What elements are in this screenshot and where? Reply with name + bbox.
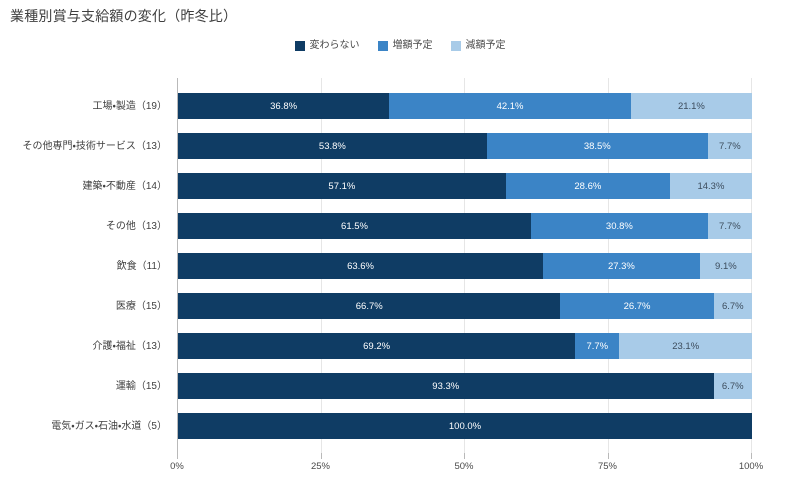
x-tick-label: 50% xyxy=(454,461,474,472)
x-tick-label: 25% xyxy=(310,461,331,472)
chart-legend: 変わらない 増額予定 減額予定 xyxy=(0,41,800,51)
category-label: 建築・不動産（14） xyxy=(82,180,167,192)
stacked-bar: 53.8% 38.5% 7.7% xyxy=(178,133,752,159)
x-tick-mark xyxy=(607,453,609,459)
category-label: 介護・福祉（13） xyxy=(92,340,167,352)
chart-title: 業種別賞与支給額の変化（昨冬比） xyxy=(10,8,238,24)
legend-item[interactable]: 減額予定 xyxy=(450,40,506,51)
bar-segment-up[interactable]: 38.5% xyxy=(486,133,708,159)
legend-item[interactable]: 変わらない xyxy=(294,40,360,51)
bar-row[interactable]: 建築・不動産（14） 57.1% 28.6% 14.3% xyxy=(0,166,800,206)
bar-segment-stay[interactable]: 93.3% xyxy=(178,373,714,399)
bar-segment-down[interactable]: 6.7% xyxy=(713,373,752,399)
stacked-bar: 61.5% 30.8% 7.7% xyxy=(178,213,752,239)
legend-label: 減額予定 xyxy=(465,40,506,51)
stacked-bar: 93.3% 6.7% xyxy=(178,373,752,399)
stacked-bar: 63.6% 27.3% 9.1% xyxy=(178,253,752,279)
bar-segment-down[interactable]: 7.7% xyxy=(707,213,752,239)
x-tick-label: 0% xyxy=(170,461,184,472)
bar-segment-stay[interactable]: 69.2% xyxy=(178,333,576,359)
stacked-bar: 57.1% 28.6% 14.3% xyxy=(178,173,752,199)
bar-row[interactable]: その他（13） 61.5% 30.8% 7.7% xyxy=(0,206,800,246)
bar-segment-up[interactable]: 42.1% xyxy=(389,93,631,119)
bar-segment-up[interactable]: 27.3% xyxy=(543,253,700,279)
legend-label: 変わらない xyxy=(309,40,360,51)
bar-segment-stay[interactable]: 100.0% xyxy=(178,413,752,439)
legend-item[interactable]: 増額予定 xyxy=(377,40,433,51)
bar-row[interactable]: 介護・福祉（13） 69.2% 7.7% 23.1% xyxy=(0,326,800,366)
legend-swatch-icon xyxy=(294,41,305,51)
stacked-bar: 66.7% 26.7% 6.7% xyxy=(178,293,753,319)
bar-segment-stay[interactable]: 53.8% xyxy=(178,133,487,159)
category-label: 工場・製造（19） xyxy=(92,100,167,112)
bar-segment-stay[interactable]: 57.1% xyxy=(178,173,506,199)
stacked-bar: 69.2% 7.7% 23.1% xyxy=(178,333,752,359)
bar-segment-down[interactable]: 14.3% xyxy=(669,173,752,199)
bar-segment-up[interactable]: 28.6% xyxy=(505,173,670,199)
bar-segment-down[interactable]: 9.1% xyxy=(699,253,752,279)
legend-swatch-icon xyxy=(377,41,388,51)
bar-rows: 工場・製造（19） 36.8% 42.1% 21.1% その他専門・技術サービス（13）… xyxy=(0,86,800,446)
stacked-bar: 36.8% 42.1% 21.1% xyxy=(178,93,752,119)
stacked-bar: 100.0% xyxy=(178,413,752,439)
x-tick-label: 75% xyxy=(597,461,618,472)
bar-row[interactable]: 医療（15） 66.7% 26.7% 6.7% xyxy=(0,286,800,326)
bar-segment-down[interactable]: 21.1% xyxy=(630,93,752,119)
bar-segment-down[interactable]: 6.7% xyxy=(713,293,753,319)
x-axis: 0% 25% 50% 75% 100% xyxy=(170,453,763,483)
category-label: 運輸（15） xyxy=(115,380,167,392)
bar-segment-stay[interactable]: 61.5% xyxy=(178,213,531,239)
bar-segment-stay[interactable]: 36.8% xyxy=(178,93,390,119)
bar-segment-stay[interactable]: 63.6% xyxy=(178,253,544,279)
bar-row[interactable]: 電気・ガス・石油・水道（5） 100.0% xyxy=(0,406,800,446)
legend-label: 増額予定 xyxy=(392,40,433,51)
bar-row[interactable]: 運輸（15） 93.3% 6.7% xyxy=(0,366,800,406)
category-label: 飲食（11） xyxy=(116,260,167,272)
bar-segment-up[interactable]: 7.7% xyxy=(575,333,620,359)
bar-row[interactable]: 飲食（11） 63.6% 27.3% 9.1% xyxy=(0,246,800,286)
bar-segment-stay[interactable]: 66.7% xyxy=(178,293,561,319)
x-tick-mark xyxy=(464,453,465,459)
x-tick-mark xyxy=(177,453,178,459)
category-label: その他専門・技術サービス（13） xyxy=(22,140,167,152)
x-tick-label: 100% xyxy=(738,461,764,472)
bar-segment-down[interactable]: 7.7% xyxy=(707,133,752,159)
bar-row[interactable]: その他専門・技術サービス（13） 53.8% 38.5% 7.7% xyxy=(0,126,800,166)
x-tick-mark xyxy=(320,453,322,459)
legend-swatch-icon xyxy=(450,41,461,51)
y-axis-line xyxy=(177,78,178,453)
bar-segment-up[interactable]: 30.8% xyxy=(531,213,708,239)
category-label: その他（13） xyxy=(105,220,167,232)
bar-segment-down[interactable]: 23.1% xyxy=(619,333,752,359)
category-label: 医療（15） xyxy=(115,300,167,312)
bar-segment-up[interactable]: 26.7% xyxy=(560,293,714,319)
category-label: 電気・ガス・石油・水道（5） xyxy=(51,420,167,432)
bar-row[interactable]: 工場・製造（19） 36.8% 42.1% 21.1% xyxy=(0,86,800,126)
x-tick-mark xyxy=(751,453,752,459)
